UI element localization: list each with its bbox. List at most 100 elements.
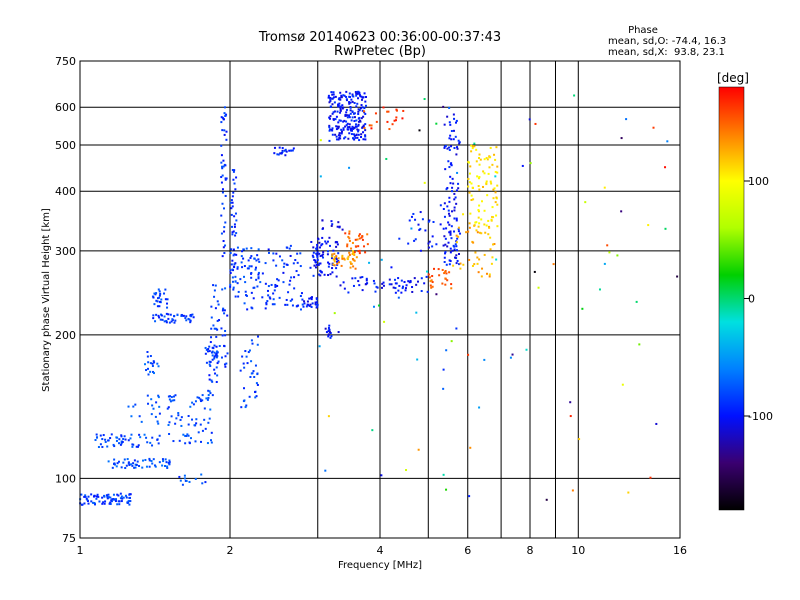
data-point — [277, 153, 280, 156]
data-point — [620, 210, 623, 213]
data-point — [354, 123, 357, 126]
data-point — [106, 497, 109, 500]
data-point — [364, 100, 367, 103]
data-point — [293, 276, 296, 279]
data-point — [148, 459, 151, 462]
data-point — [467, 185, 470, 188]
data-point — [331, 253, 334, 256]
data-point — [220, 154, 223, 157]
data-point — [360, 136, 363, 139]
data-point — [344, 136, 347, 139]
data-point — [435, 122, 438, 125]
data-point — [276, 284, 279, 287]
data-point — [420, 290, 423, 293]
data-point — [138, 415, 141, 418]
data-point — [348, 116, 351, 119]
data-point — [117, 494, 120, 497]
data-point — [215, 353, 218, 356]
data-point — [490, 262, 493, 265]
data-point — [494, 191, 497, 194]
data-point — [664, 227, 667, 230]
data-point — [442, 208, 445, 211]
data-point — [315, 297, 318, 300]
data-point — [80, 493, 83, 496]
data-point — [331, 103, 334, 106]
data-point — [175, 417, 178, 420]
data-point — [128, 463, 131, 466]
data-point — [123, 458, 126, 461]
data-point — [362, 115, 365, 118]
data-point — [332, 91, 335, 94]
data-point — [408, 219, 411, 222]
data-point — [230, 248, 233, 251]
data-point — [418, 228, 421, 231]
colorbar-label: [deg] — [717, 71, 749, 85]
data-point — [121, 440, 124, 443]
data-point — [328, 101, 331, 104]
data-point — [476, 231, 479, 234]
data-point — [393, 278, 396, 281]
data-point — [488, 166, 491, 169]
data-point — [92, 495, 95, 498]
data-point — [303, 302, 306, 305]
data-point — [330, 335, 333, 338]
data-point — [214, 284, 217, 287]
data-point — [331, 93, 334, 96]
data-point — [279, 152, 282, 155]
data-point — [380, 474, 383, 477]
data-point — [118, 500, 121, 503]
colorbar-tick-label: 100 — [748, 175, 769, 188]
data-point — [349, 101, 352, 104]
data-point — [182, 433, 185, 436]
data-point — [290, 276, 293, 279]
data-point — [355, 134, 358, 137]
colorbar-tick-label: -100 — [748, 410, 773, 423]
data-point — [201, 399, 204, 402]
chart-subtitle: RwPretec (Bp) — [334, 44, 426, 59]
data-point — [250, 306, 253, 309]
data-point — [485, 272, 488, 275]
data-point — [284, 154, 287, 157]
data-point — [317, 263, 320, 266]
data-point — [208, 374, 211, 377]
data-point — [333, 258, 336, 261]
data-point — [159, 300, 162, 303]
data-point — [150, 398, 153, 401]
data-point — [410, 215, 413, 218]
data-point — [337, 127, 340, 130]
data-point — [327, 415, 330, 418]
data-point — [428, 219, 431, 222]
data-point — [444, 243, 447, 246]
data-point — [209, 392, 212, 395]
data-point — [87, 502, 90, 505]
data-point — [166, 465, 169, 468]
data-point — [366, 243, 369, 246]
data-point — [129, 493, 132, 496]
data-point — [308, 297, 311, 300]
data-point — [331, 127, 334, 130]
data-point — [353, 138, 356, 141]
data-point — [152, 407, 155, 410]
data-point — [168, 398, 171, 401]
data-point — [423, 282, 426, 285]
data-point — [231, 280, 234, 283]
data-point — [350, 262, 353, 265]
data-point — [183, 477, 186, 480]
data-point — [310, 296, 313, 299]
data-point — [208, 350, 211, 353]
data-point — [218, 344, 221, 347]
data-point — [321, 219, 324, 222]
data-point — [272, 252, 275, 255]
data-point — [459, 232, 462, 235]
data-point — [319, 255, 322, 258]
data-point — [167, 406, 170, 409]
data-point — [213, 368, 216, 371]
data-point — [382, 106, 385, 109]
data-point — [167, 395, 170, 398]
data-point — [420, 277, 423, 280]
data-point — [110, 433, 113, 436]
data-point — [457, 182, 460, 185]
data-point — [303, 300, 306, 303]
data-point — [477, 216, 480, 219]
data-point — [165, 319, 168, 322]
